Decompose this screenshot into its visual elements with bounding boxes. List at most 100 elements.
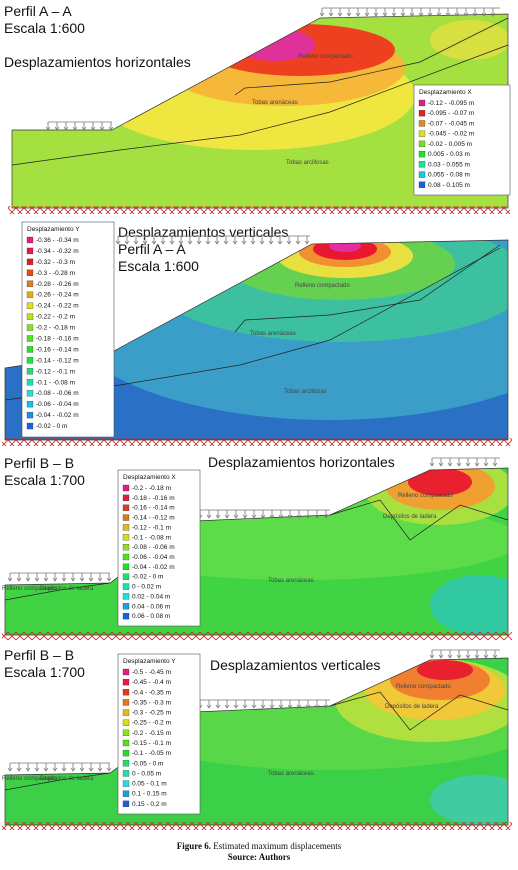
load-arrow-head bbox=[251, 514, 257, 519]
load-arrow-head bbox=[346, 12, 352, 17]
legend-label: -0.4 - -0.35 m bbox=[132, 689, 171, 696]
legend-label: -0.04 - -0.02 m bbox=[132, 564, 175, 571]
load-arrow-head bbox=[490, 12, 496, 17]
load-arrow-head bbox=[465, 654, 471, 659]
boundary bbox=[8, 206, 510, 214]
load-arrow-head bbox=[418, 12, 424, 17]
legend-label: 0.06 - 0.08 m bbox=[132, 613, 170, 620]
layer-line bbox=[4, 582, 111, 601]
legend-label: -0.05 - 0 m bbox=[132, 760, 163, 767]
load-arrow-head bbox=[286, 240, 292, 245]
load-arrow-head bbox=[492, 654, 498, 659]
legend-label: 0.15 - 0.2 m bbox=[132, 801, 167, 808]
layer-label: Tobas arenáceas bbox=[252, 100, 298, 106]
layer-line bbox=[329, 499, 509, 541]
legend-swatch bbox=[122, 749, 130, 757]
legend-box bbox=[117, 653, 201, 815]
load-arrow-head bbox=[436, 12, 442, 17]
load-arrow-head bbox=[215, 514, 221, 519]
load-arrow-head bbox=[88, 577, 94, 582]
legend-swatch bbox=[122, 709, 130, 716]
load-arrow-head bbox=[206, 514, 212, 519]
layer-label: Depósitos de ladera bbox=[385, 704, 439, 710]
legend-swatch bbox=[26, 411, 34, 419]
load-arrow-head bbox=[16, 767, 22, 772]
load-arrow-head bbox=[323, 704, 329, 709]
caption: Figure 6. Estimated maximum displacement… bbox=[177, 841, 342, 851]
legend-box bbox=[21, 221, 115, 438]
legend-swatch bbox=[122, 780, 130, 787]
load-arrow-head bbox=[278, 514, 284, 519]
legend-swatch bbox=[122, 678, 130, 686]
boundary bbox=[2, 632, 512, 640]
legend-label: -0.25 - -0.2 m bbox=[132, 720, 171, 727]
legend-swatch bbox=[122, 739, 130, 747]
load-arrow-head bbox=[456, 654, 462, 659]
load-arrow-head bbox=[295, 240, 301, 245]
layer-label: Tobas arcillosas bbox=[284, 389, 327, 395]
legend-label: -0.1 - -0.08 m bbox=[132, 534, 171, 541]
legend-label: -0.06 - -0.04 m bbox=[36, 401, 79, 408]
load-arrow-head bbox=[70, 577, 76, 582]
legend-swatch bbox=[122, 484, 130, 492]
layer-label: Depósitos de ladera bbox=[383, 514, 437, 520]
load-arrow-head bbox=[483, 462, 489, 467]
layer-label: Depósitos de ladera bbox=[40, 586, 94, 592]
load-arrow-head bbox=[88, 767, 94, 772]
legend-swatch bbox=[418, 140, 426, 148]
legend-label: -0.5 - -0.45 m bbox=[132, 669, 171, 676]
legend-swatch bbox=[122, 543, 130, 551]
legend-swatch bbox=[418, 181, 426, 188]
layer-line bbox=[4, 772, 111, 791]
load-arrow-head bbox=[304, 240, 310, 245]
load-arrow-head bbox=[97, 577, 103, 582]
layer-label: Relleno compactado bbox=[295, 283, 350, 289]
legend-swatch bbox=[418, 120, 426, 127]
legend-swatch bbox=[122, 553, 130, 561]
legend-label: -0.15 - -0.1 m bbox=[132, 740, 171, 747]
legend-label: -0.45 - -0.4 m bbox=[132, 679, 171, 686]
load-arrow-head bbox=[187, 240, 193, 245]
legend: Desplazamiento X -0.2 - -0.18 m -0.18 - -0… bbox=[117, 469, 201, 627]
load-arrow-head bbox=[319, 12, 325, 17]
legend-label: -0.2 - -0.15 m bbox=[132, 730, 171, 737]
legend-title: Desplazamiento Y bbox=[123, 658, 176, 665]
load-arrow-head bbox=[456, 462, 462, 467]
legend-label: -0.02 - 0 m bbox=[36, 423, 67, 430]
legend-label: -0.28 - -0.26 m bbox=[36, 281, 79, 288]
load-arrow-head bbox=[474, 654, 480, 659]
load-arrow-head bbox=[242, 514, 248, 519]
legend-label: 0 - 0.05 m bbox=[132, 770, 161, 777]
legend-label: 0.05 - 0.1 m bbox=[132, 781, 167, 788]
load-arrow-head bbox=[429, 654, 435, 659]
legend-swatch bbox=[122, 514, 130, 521]
load-arrow-head bbox=[63, 126, 69, 131]
load-arrow-head bbox=[447, 462, 453, 467]
load-arrow-head bbox=[206, 704, 212, 709]
load-arrow-head bbox=[454, 12, 460, 17]
legend-label: -0.045 - -0.02 m bbox=[428, 131, 474, 138]
legend-swatch bbox=[122, 612, 130, 620]
legend-label: -0.02 - 0.005 m bbox=[428, 141, 472, 148]
load-arrow-head bbox=[7, 577, 13, 582]
layer-label: Relleno compactado bbox=[396, 684, 451, 690]
load-arrow-head bbox=[214, 240, 220, 245]
load-arrow-head bbox=[205, 240, 211, 245]
layer-label: Relleno compactado bbox=[298, 54, 353, 60]
legend-label: 0.1 - 0.15 m bbox=[132, 791, 167, 798]
legend-label: -0.16 - -0.14 m bbox=[132, 505, 175, 512]
legend-label: 0.03 - 0.055 m bbox=[428, 161, 470, 168]
legend-label: -0.08 - -0.06 m bbox=[36, 390, 79, 397]
load-arrow-head bbox=[296, 514, 302, 519]
legend-label: -0.3 - -0.25 m bbox=[132, 710, 171, 717]
legend-label: 0.055 - 0.08 m bbox=[428, 172, 470, 179]
legend-swatch bbox=[418, 99, 426, 107]
load-arrow-head bbox=[79, 577, 85, 582]
layer-label: Tobas arenáceas bbox=[250, 331, 296, 337]
legend-swatch bbox=[122, 760, 130, 767]
boundary bbox=[2, 822, 512, 830]
load-arrow-head bbox=[151, 240, 157, 245]
load-arrow-head bbox=[337, 12, 343, 17]
load-arrow-head bbox=[224, 704, 230, 709]
legend-label: -0.1 - -0.08 m bbox=[36, 379, 75, 386]
